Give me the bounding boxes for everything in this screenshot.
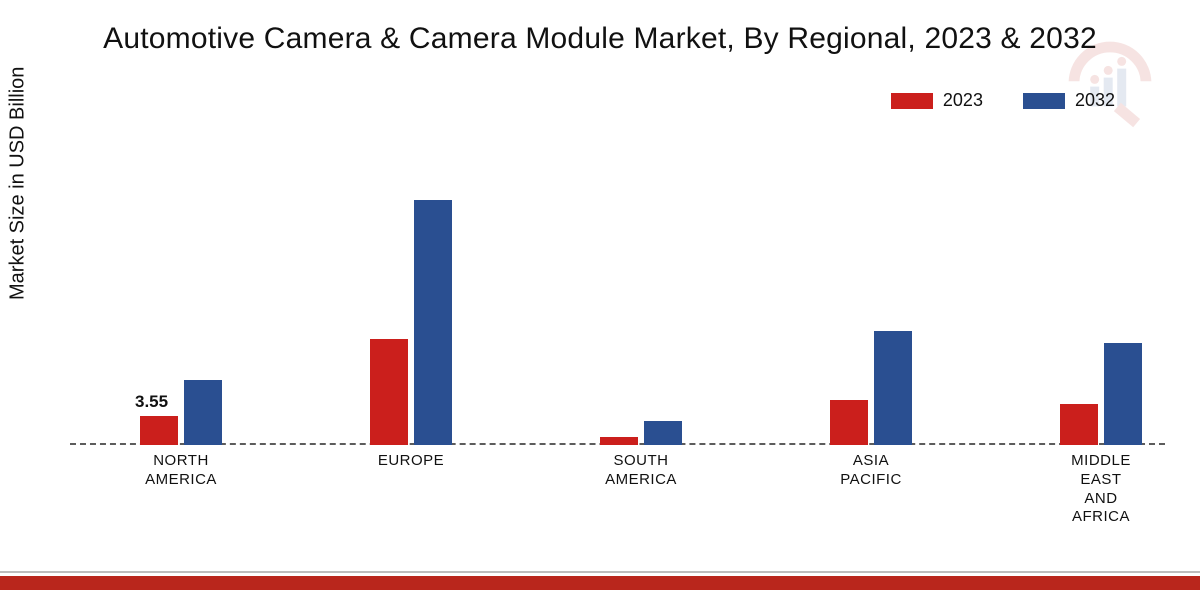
- bar-group: [370, 200, 452, 445]
- plot-area: 3.55: [70, 135, 1165, 445]
- bar-group: [830, 331, 912, 445]
- legend-label-2023: 2023: [943, 90, 983, 111]
- bar: [644, 421, 682, 445]
- bar: [370, 339, 408, 445]
- bar: [1104, 343, 1142, 445]
- legend-item-2032: 2032: [1023, 90, 1115, 111]
- x-tick-label: EUROPE: [378, 452, 444, 471]
- footer-bar: [0, 576, 1200, 590]
- x-tick-label: NORTH AMERICA: [145, 452, 217, 490]
- x-tick-label: ASIA PACIFIC: [840, 452, 902, 490]
- y-axis-label: Market Size in USD Billion: [7, 67, 30, 300]
- bar-group: [600, 421, 682, 445]
- bar-group: [140, 380, 222, 445]
- bar: [1060, 404, 1098, 445]
- bar: [874, 331, 912, 445]
- legend-item-2023: 2023: [891, 90, 983, 111]
- legend-swatch-2032: [1023, 93, 1065, 109]
- footer-divider: [0, 571, 1200, 573]
- legend-swatch-2023: [891, 93, 933, 109]
- bar: [184, 380, 222, 445]
- x-tick-label: MIDDLE EAST AND AFRICA: [1071, 452, 1131, 527]
- bar: [600, 437, 638, 445]
- bar: [830, 400, 868, 445]
- bar: [414, 200, 452, 445]
- chart-title: Automotive Camera & Camera Module Market…: [0, 22, 1200, 56]
- bar-group: [1060, 343, 1142, 445]
- legend: 2023 2032: [891, 90, 1115, 111]
- x-tick-label: SOUTH AMERICA: [605, 452, 677, 490]
- bar: [140, 416, 178, 445]
- legend-label-2032: 2032: [1075, 90, 1115, 111]
- chart-canvas: Automotive Camera & Camera Module Market…: [0, 0, 1200, 600]
